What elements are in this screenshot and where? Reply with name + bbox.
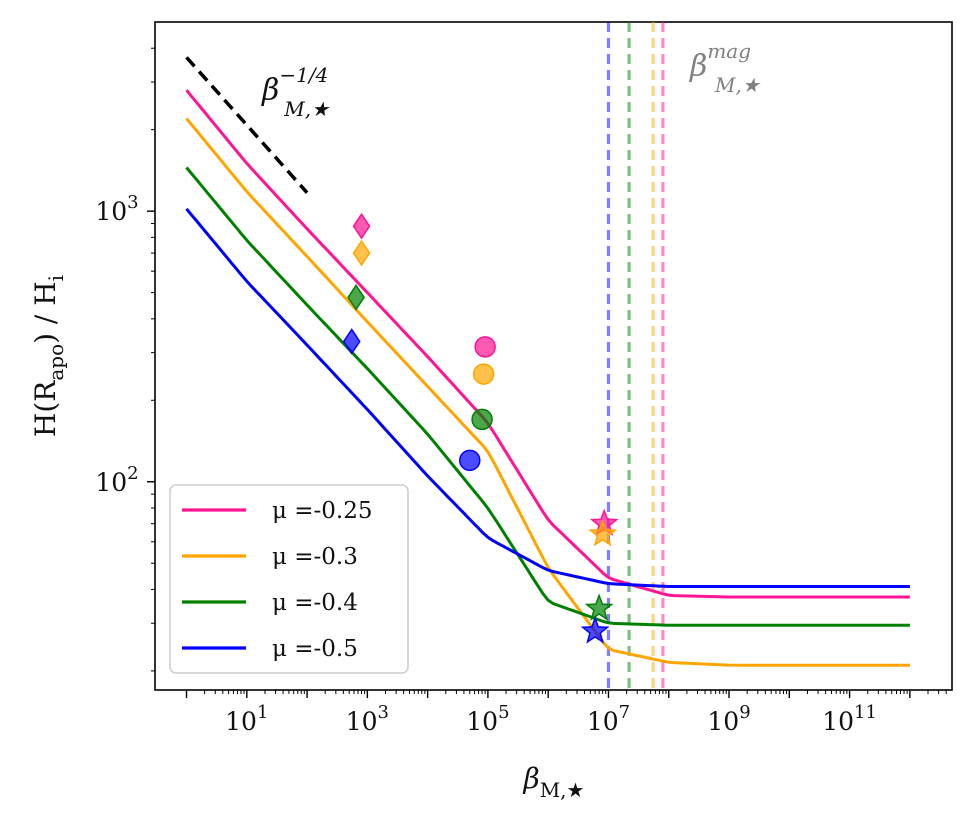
- star-marker: [588, 519, 618, 547]
- diamond-marker: [347, 284, 365, 311]
- circle-marker: [471, 408, 493, 431]
- x-axis-title: βM,★: [523, 762, 585, 802]
- legend-box: [169, 484, 409, 674]
- series-line: [185, 207, 910, 588]
- diamond-marker: [342, 328, 361, 355]
- x-tick-label: 109: [707, 702, 750, 736]
- x-tick-label: 103: [346, 702, 389, 736]
- circle-marker: [459, 449, 481, 472]
- star-marker: [584, 593, 614, 621]
- reference-line: [185, 56, 309, 194]
- legend-label: μ =-0.5: [272, 636, 358, 662]
- legend-label: μ =-0.3: [272, 544, 358, 570]
- ticks: 101 103 105 107 109 1011 102 103: [95, 47, 947, 736]
- y-tick-label: 102: [95, 463, 138, 497]
- annotation-mag: βmag M,★: [689, 39, 761, 97]
- reference-slope-line: [185, 56, 309, 194]
- legend-label: μ =-0.4: [272, 590, 358, 616]
- x-tick-label: 107: [587, 702, 630, 736]
- vertical-lines: [606, 22, 665, 690]
- series-line: [185, 117, 910, 667]
- plot-area-frame: [154, 21, 953, 691]
- circle-marker: [472, 363, 495, 385]
- y-tick-label: 103: [95, 192, 138, 226]
- legend: μ =-0.25 μ =-0.3 μ =-0.4 μ =-0.5: [169, 484, 409, 674]
- diamond-marker: [352, 239, 371, 267]
- annotation-slope: β−1/4 M,★: [261, 63, 330, 121]
- diamond-marker: [352, 212, 371, 240]
- x-tick-label: 105: [466, 702, 509, 736]
- star-marker: [580, 616, 610, 644]
- axes: [154, 21, 953, 691]
- x-tick-label: 1011: [822, 702, 877, 736]
- circle-marker: [474, 336, 496, 358]
- series-line: [185, 166, 910, 627]
- y-axis-title: H(Rapo) / Hi: [29, 275, 68, 437]
- legend-label: μ =-0.25: [272, 498, 373, 524]
- markers: [342, 212, 619, 644]
- x-tick-label: 101: [225, 702, 268, 736]
